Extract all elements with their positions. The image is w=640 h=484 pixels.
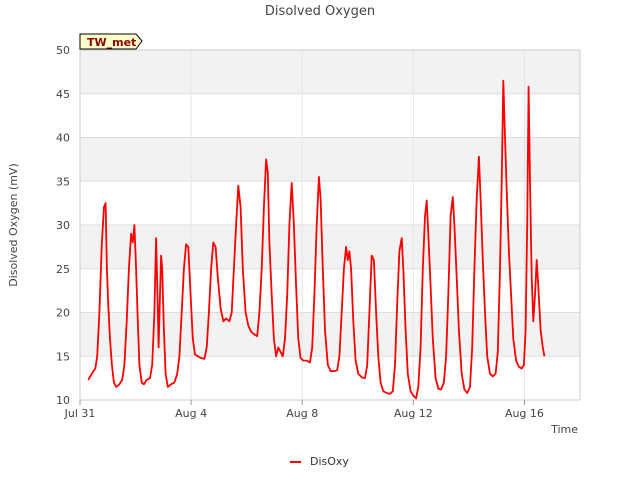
site-label-badge: TW_met: [79, 33, 143, 50]
legend: DisOxy: [290, 455, 349, 468]
x-axis-ticks: Jul 31 Aug 4 Aug 8 Aug 12 Aug 16: [64, 400, 544, 420]
y-tick-label: 15: [56, 350, 70, 363]
plot-band: [80, 225, 580, 269]
x-tick-label: Jul 31: [64, 407, 96, 420]
chart-title: Disolved Oxygen: [265, 4, 375, 19]
y-tick-label: 25: [56, 263, 70, 276]
plot-band: [80, 50, 580, 94]
series-line-disoxy: [87, 79, 546, 400]
y-tick-label: 30: [56, 219, 70, 232]
y-tick-label: 40: [56, 132, 70, 145]
y-tick-label: 45: [56, 88, 70, 101]
site-label-box: [79, 33, 143, 50]
plot-band: [80, 137, 580, 182]
plot-border: [79, 49, 581, 401]
y-axis-ticks: 10 15 20 25 30 35 40 45 50: [56, 44, 70, 407]
y-tick-label: 35: [56, 175, 70, 188]
y-tick-label: 20: [56, 307, 70, 320]
site-label-text: TW_met: [87, 36, 136, 49]
x-tick-label: Aug 16: [505, 407, 544, 420]
y-tick-label: 10: [56, 394, 70, 407]
x-axis-label: Time: [550, 423, 578, 436]
y-axis-label: Disolved Oxygen (mV): [7, 163, 20, 287]
series-layer: [87, 79, 546, 400]
x-tick-label: Aug 4: [175, 407, 207, 420]
x-tick-label: Aug 12: [394, 407, 433, 420]
legend-label: DisOxy: [310, 455, 349, 468]
x-tick-label: Aug 8: [286, 407, 318, 420]
y-tick-label: 50: [56, 44, 70, 57]
